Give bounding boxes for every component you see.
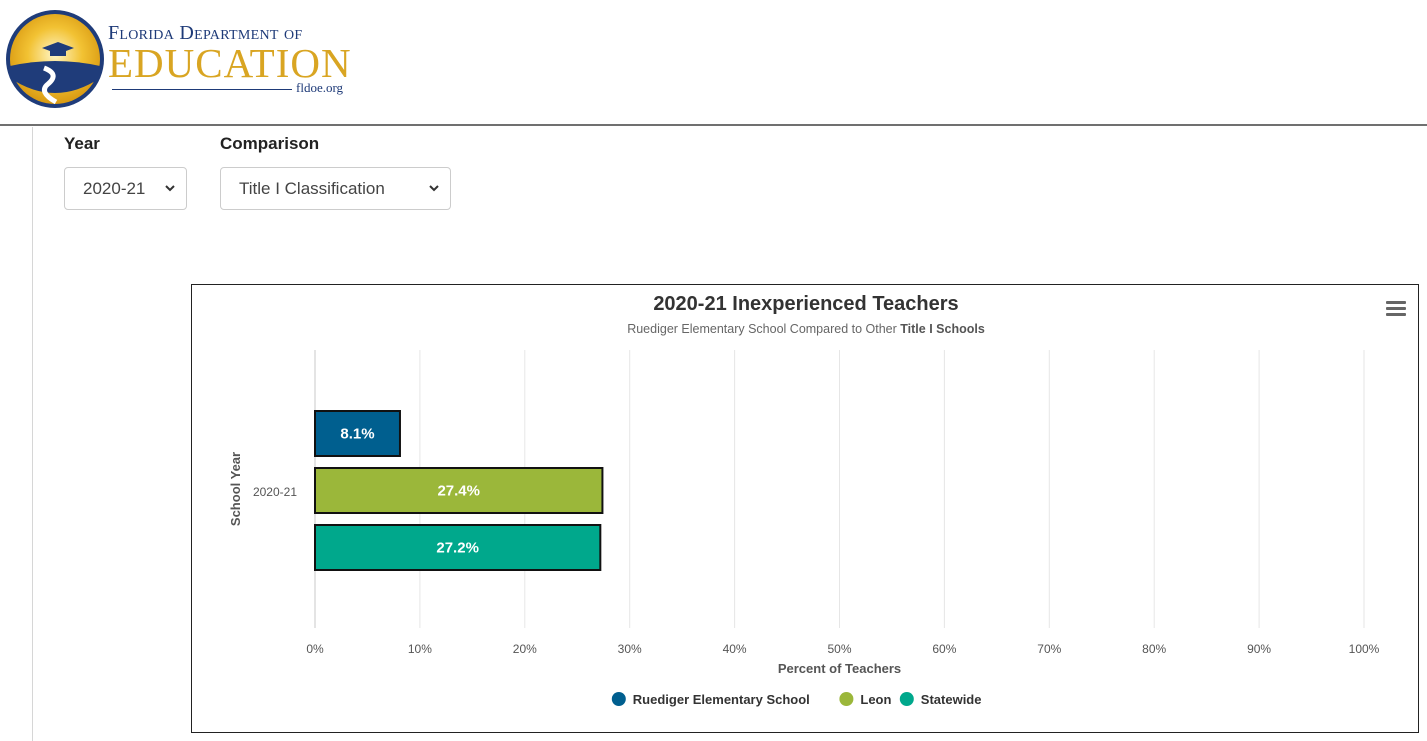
chart-subtitle: Ruediger Elementary School Compared to O…: [192, 322, 1420, 336]
year-label: Year: [64, 134, 100, 153]
x-tick-label: 100%: [1349, 642, 1380, 656]
logo-title-line1: Florida Department of: [108, 22, 303, 44]
logo-rule: [112, 89, 292, 90]
x-tick-label: 10%: [408, 642, 432, 656]
legend-marker: [839, 692, 854, 706]
bar: [314, 410, 401, 457]
left-divider: [32, 127, 33, 741]
x-tick-label: 60%: [932, 642, 956, 656]
x-tick-label: 0%: [306, 642, 324, 656]
chart-subtitle-prefix: Ruediger Elementary School Compared to O…: [627, 322, 901, 336]
site-header: Florida Department of EDUCATION fldoe.or…: [0, 0, 1427, 126]
x-tick-label: 20%: [513, 642, 537, 656]
legend-item: Ruediger Elementary School: [633, 692, 810, 707]
fldoe-logo-icon[interactable]: [4, 8, 106, 110]
y-axis-title: School Year: [228, 452, 243, 526]
chart-title: 2020-21 Inexperienced Teachers: [653, 293, 959, 315]
comparison-select-value: Title I Classification: [239, 179, 385, 198]
chart-subtitle-bold: Title I Schools: [900, 322, 985, 336]
data-label: 8.1%: [340, 426, 374, 443]
bar: [314, 524, 602, 571]
year-select-value: 2020-21: [83, 179, 146, 198]
chevron-down-icon: [429, 185, 439, 192]
x-tick-label: 70%: [1037, 642, 1061, 656]
data-label: 27.4%: [437, 483, 480, 500]
logo-title-line2: EDUCATION: [108, 40, 352, 86]
comparison-select[interactable]: Title I Classification: [220, 167, 451, 210]
chart-plot: 0% 10% 20% 30% 40% 50% 60% 70% 80% 90% 100% Percent…: [228, 350, 1380, 707]
bar: [314, 467, 604, 514]
y-category-label: 2020-21: [253, 485, 297, 499]
year-select[interactable]: 2020-21: [64, 167, 187, 210]
x-tick-label: 50%: [827, 642, 851, 656]
chevron-down-icon: [165, 185, 175, 192]
data-label: 27.2%: [436, 540, 479, 557]
hamburger-icon[interactable]: [1386, 301, 1406, 317]
x-tick-label: 40%: [723, 642, 747, 656]
logo-url: fldoe.org: [296, 80, 344, 95]
legend-item: Leon: [860, 692, 891, 707]
logo-text: Florida Department of EDUCATION fldoe.or…: [108, 22, 352, 95]
x-tick-label: 90%: [1247, 642, 1271, 656]
x-tick-label: 30%: [618, 642, 642, 656]
legend-item: Statewide: [921, 692, 982, 707]
chart-container: 2020-21 Inexperienced Teachers Ruediger …: [191, 284, 1419, 733]
x-axis-title: Percent of Teachers: [778, 661, 901, 676]
legend-marker: [899, 692, 914, 706]
legend-marker: [611, 692, 626, 706]
x-tick-label: 80%: [1142, 642, 1166, 656]
comparison-label: Comparison: [220, 134, 320, 153]
